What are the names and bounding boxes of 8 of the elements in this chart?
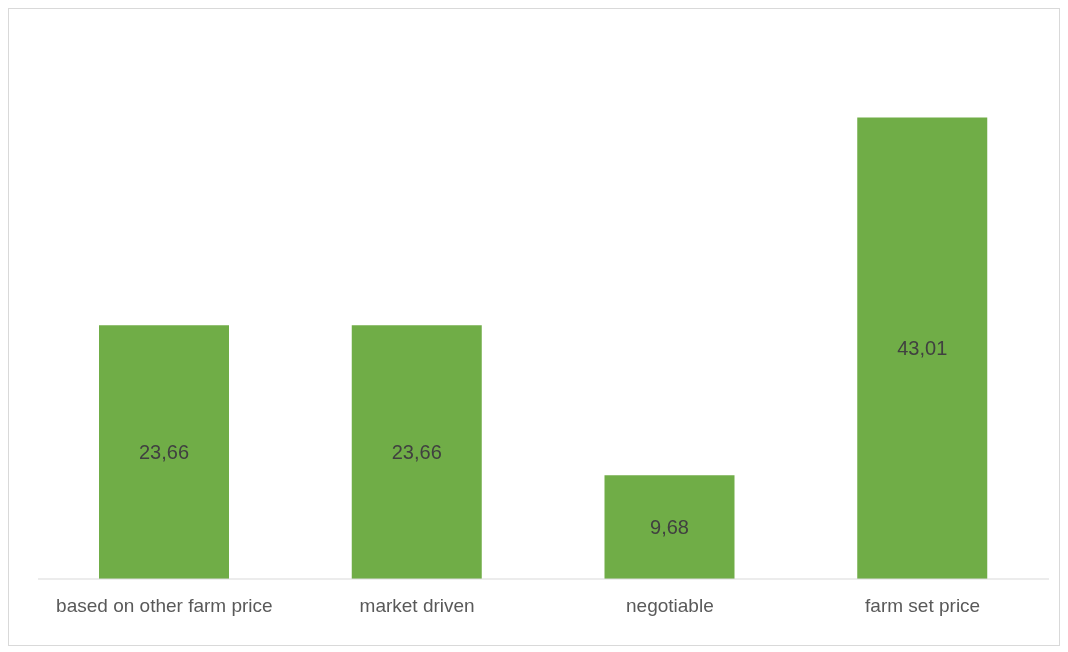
data-label: 9,68	[650, 516, 689, 539]
data-label: 23,66	[138, 441, 190, 464]
x-tick-label: based on other farm price	[56, 595, 273, 617]
data-label: 23,66	[391, 441, 442, 464]
x-tick-label: market driven	[359, 595, 475, 617]
x-tick-label: negotiable	[626, 595, 714, 617]
x-tick-label: farm set price	[865, 595, 981, 617]
data-label: 43,01	[897, 337, 948, 360]
